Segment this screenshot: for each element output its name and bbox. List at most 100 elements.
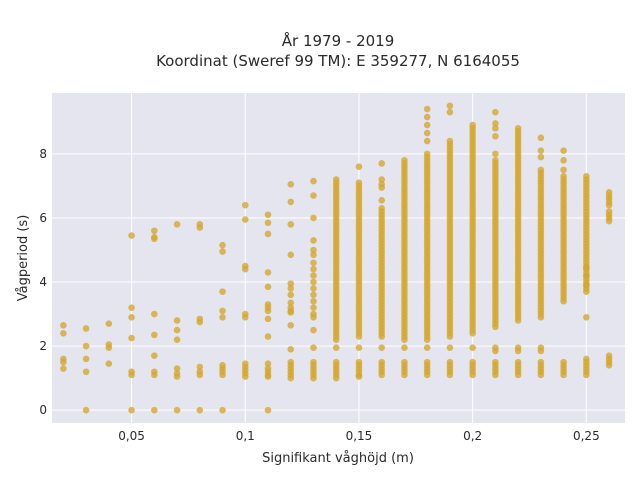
data-point (310, 344, 317, 352)
data-point (264, 406, 272, 414)
data-point (537, 134, 545, 142)
data-point (446, 108, 454, 116)
data-point (105, 344, 113, 352)
data-point (378, 160, 386, 167)
data-point (605, 217, 613, 225)
y-tick-label: 8 (39, 147, 47, 161)
data-point (310, 313, 317, 321)
data-point (219, 313, 226, 321)
data-point (492, 124, 499, 132)
data-point (219, 288, 226, 295)
data-point (173, 221, 181, 228)
data-point (287, 280, 295, 287)
data-point (310, 374, 317, 382)
data-point (196, 224, 204, 231)
data-point (310, 304, 317, 311)
data-point (310, 285, 317, 292)
data-point (264, 230, 272, 238)
chart-title: År 1979 - 2019 (282, 31, 395, 50)
data-point (264, 360, 272, 368)
data-point (492, 108, 499, 116)
data-point (583, 313, 590, 321)
data-point (583, 281, 590, 289)
data-point (605, 362, 613, 369)
data-point (241, 373, 249, 380)
data-point (264, 315, 272, 323)
data-point (423, 113, 431, 121)
data-point (446, 344, 454, 352)
data-point (219, 371, 226, 379)
data-point (151, 227, 158, 235)
data-point (128, 232, 135, 239)
data-point (196, 406, 204, 414)
data-point (310, 237, 317, 244)
data-point (401, 371, 408, 379)
data-point (60, 365, 67, 372)
data-point (401, 156, 408, 164)
data-point (423, 137, 431, 145)
data-point (378, 184, 386, 191)
data-point (287, 321, 295, 329)
data-point (310, 259, 317, 267)
data-point (378, 176, 386, 183)
data-point (151, 406, 158, 414)
data-point (60, 321, 67, 329)
x-tick-label: 0,25 (573, 429, 600, 443)
data-point (264, 283, 272, 291)
data-point (241, 313, 249, 321)
data-point (537, 371, 545, 379)
data-point (60, 329, 67, 337)
data-point (537, 347, 545, 355)
x-tick-label: 0,05 (118, 429, 145, 443)
data-point (219, 307, 226, 315)
data-point (196, 318, 204, 326)
data-point (355, 179, 363, 187)
data-point (310, 192, 317, 199)
data-point (492, 120, 499, 127)
y-axis-label: Vågperiod (s) (16, 215, 31, 302)
data-point (310, 251, 317, 259)
data-point (128, 371, 135, 379)
data-point (401, 344, 408, 352)
data-point (423, 129, 431, 137)
data-point (469, 371, 476, 379)
data-point (492, 371, 499, 379)
data-point (423, 371, 431, 379)
data-point (560, 147, 567, 154)
data-point (287, 299, 295, 307)
x-axis-label: Signifikant våghöjd (m) (262, 451, 414, 466)
data-point (492, 132, 499, 140)
data-point (537, 153, 545, 161)
data-point (537, 147, 545, 154)
data-point (264, 219, 272, 227)
x-tick-label: 0,2 (463, 429, 482, 443)
data-point (219, 241, 226, 249)
data-point (128, 313, 135, 321)
data-point (310, 177, 317, 185)
data-point (264, 307, 272, 315)
y-tick-label: 2 (39, 339, 47, 353)
data-point (264, 269, 272, 276)
data-point (423, 105, 431, 113)
data-point (196, 371, 204, 379)
data-point (219, 406, 226, 414)
data-point (310, 265, 317, 273)
data-point (310, 297, 317, 305)
data-point (82, 406, 90, 414)
data-point (128, 304, 135, 311)
data-point (332, 344, 340, 352)
data-point (492, 347, 499, 355)
data-point (446, 137, 454, 145)
data-point (605, 189, 613, 196)
data-point (378, 371, 386, 379)
data-point (105, 360, 113, 368)
data-point (264, 211, 272, 219)
chart-subtitle: Koordinat (Sweref 99 TM): E 359277, N 61… (156, 52, 520, 70)
data-point (355, 163, 363, 170)
data-point (469, 344, 476, 352)
data-point (151, 352, 158, 360)
data-point (287, 374, 295, 382)
data-point (287, 291, 295, 299)
data-point (241, 201, 249, 209)
data-point (173, 373, 181, 380)
